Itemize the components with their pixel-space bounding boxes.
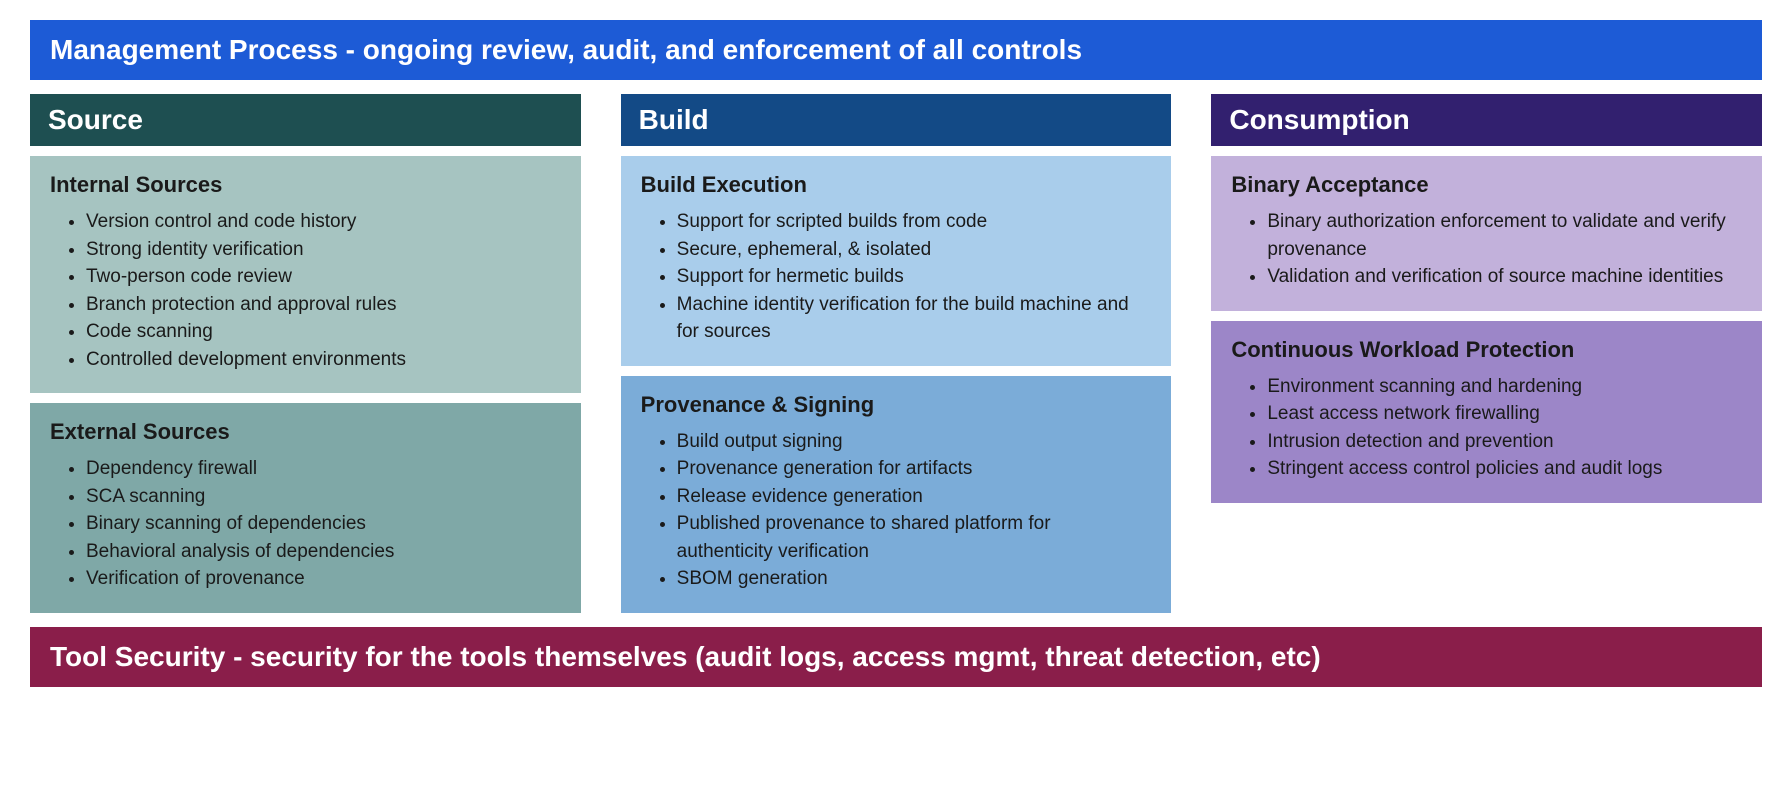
card: External Sources Dependency firewallSCA s…: [30, 403, 581, 613]
card: Build Execution Support for scripted buil…: [621, 156, 1172, 366]
card-item: Secure, ephemeral, & isolated: [677, 236, 1152, 264]
column-header: Consumption: [1211, 94, 1762, 146]
card-item: Environment scanning and hardening: [1267, 373, 1742, 401]
card-item-list: Version control and code historyStrong i…: [50, 208, 561, 373]
columns-container: Source Internal Sources Version control an…: [30, 94, 1762, 613]
card-item: Machine identity verification for the bu…: [677, 291, 1152, 346]
card-title: Binary Acceptance: [1231, 172, 1742, 198]
card-item: Two-person code review: [86, 263, 561, 291]
column-header: Source: [30, 94, 581, 146]
card-item: SCA scanning: [86, 483, 561, 511]
card-item: Build output signing: [677, 428, 1152, 456]
column-source: Source Internal Sources Version control an…: [30, 94, 581, 613]
card: Binary Acceptance Binary authorization en…: [1211, 156, 1762, 311]
card-title: Continuous Workload Protection: [1231, 337, 1742, 363]
card-item: Binary authorization enforcement to vali…: [1267, 208, 1742, 263]
card-item-list: Support for scripted builds from codeSec…: [641, 208, 1152, 346]
card-item: Controlled development environments: [86, 346, 561, 374]
card-title: Build Execution: [641, 172, 1152, 198]
card-item: Release evidence generation: [677, 483, 1152, 511]
top-banner: Management Process - ongoing review, aud…: [30, 20, 1762, 80]
column-consumption: Consumption Binary Acceptance Binary autho…: [1211, 94, 1762, 613]
card-item: Branch protection and approval rules: [86, 291, 561, 319]
card-item: Stringent access control policies and au…: [1267, 455, 1742, 483]
card: Continuous Workload Protection Environmen…: [1211, 321, 1762, 503]
card-item: Version control and code history: [86, 208, 561, 236]
card-item: Support for hermetic builds: [677, 263, 1152, 291]
column-build: Build Build Execution Support for scripted…: [621, 94, 1172, 613]
card-item: Least access network firewalling: [1267, 400, 1742, 428]
card-item: Intrusion detection and prevention: [1267, 428, 1742, 456]
card-item: Validation and verification of source ma…: [1267, 263, 1742, 291]
card-item: SBOM generation: [677, 565, 1152, 593]
card-item: Binary scanning of dependencies: [86, 510, 561, 538]
card-title: Internal Sources: [50, 172, 561, 198]
card-item: Strong identity verification: [86, 236, 561, 264]
column-header: Build: [621, 94, 1172, 146]
card-item: Verification of provenance: [86, 565, 561, 593]
card-item: Behavioral analysis of dependencies: [86, 538, 561, 566]
card: Provenance & Signing Build output signing…: [621, 376, 1172, 613]
card: Internal Sources Version control and code…: [30, 156, 581, 393]
card-item-list: Binary authorization enforcement to vali…: [1231, 208, 1742, 291]
card-item-list: Build output signingProvenance generatio…: [641, 428, 1152, 593]
card-item: Provenance generation for artifacts: [677, 455, 1152, 483]
card-item-list: Dependency firewallSCA scanningBinary sc…: [50, 455, 561, 593]
card-item: Support for scripted builds from code: [677, 208, 1152, 236]
card-title: Provenance & Signing: [641, 392, 1152, 418]
card-item: Published provenance to shared platform …: [677, 510, 1152, 565]
card-item: Dependency firewall: [86, 455, 561, 483]
card-item-list: Environment scanning and hardeningLeast …: [1231, 373, 1742, 483]
card-item: Code scanning: [86, 318, 561, 346]
bottom-banner: Tool Security - security for the tools t…: [30, 627, 1762, 687]
card-title: External Sources: [50, 419, 561, 445]
